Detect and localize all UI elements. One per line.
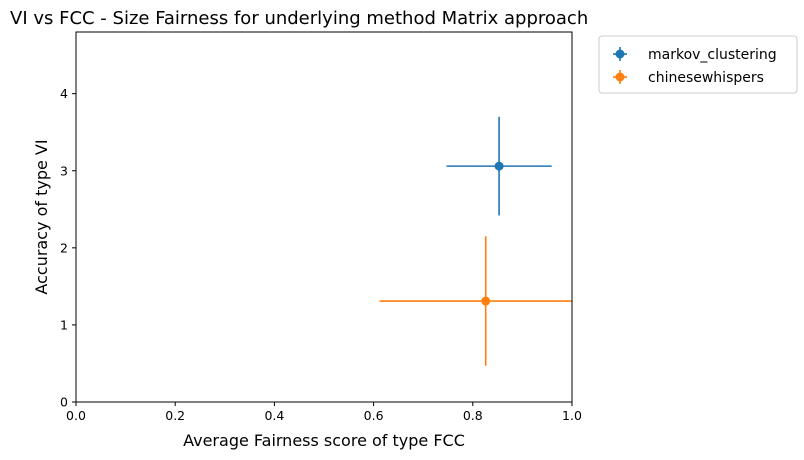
plot-area [75,31,573,403]
legend-chinesewhispers-marker [615,72,625,82]
x-tick-label: 0.8 [463,408,483,423]
y-axis-ticks: 0 1 2 3 4 [60,86,76,410]
y-tick-label: 4 [60,86,68,101]
legend-markov-clustering-marker [615,49,625,59]
legend: markov_clustering chinesewhispers [598,35,798,94]
x-axis-ticks: 0.0 0.2 0.4 0.6 0.8 1.0 [66,402,582,423]
y-axis-label: Accuracy of type VI [32,139,51,294]
chinesewhispers-point [481,296,491,306]
x-tick-label: 0.6 [364,408,384,423]
legend-markov-clustering-label: markov_clustering [648,47,777,63]
chart-title: VI vs FCC - Size Fairness for underlying… [10,8,588,29]
markov-clustering-point [494,161,504,171]
x-tick-label: 0.4 [264,408,284,423]
x-tick-label: 0.0 [66,408,86,423]
y-tick-label: 1 [60,317,68,332]
x-tick-label: 1.0 [562,408,582,423]
legend-frame [598,35,798,94]
data-marks [379,116,572,366]
y-tick-label: 2 [60,240,68,255]
x-tick-label: 0.2 [165,408,185,423]
x-axis-label: Average Fairness score of type FCC [183,431,465,450]
y-tick-label: 0 [60,395,68,410]
axes-frame [75,31,573,403]
y-tick-label: 3 [60,163,68,178]
legend-chinesewhispers-label: chinesewhispers [648,70,764,86]
